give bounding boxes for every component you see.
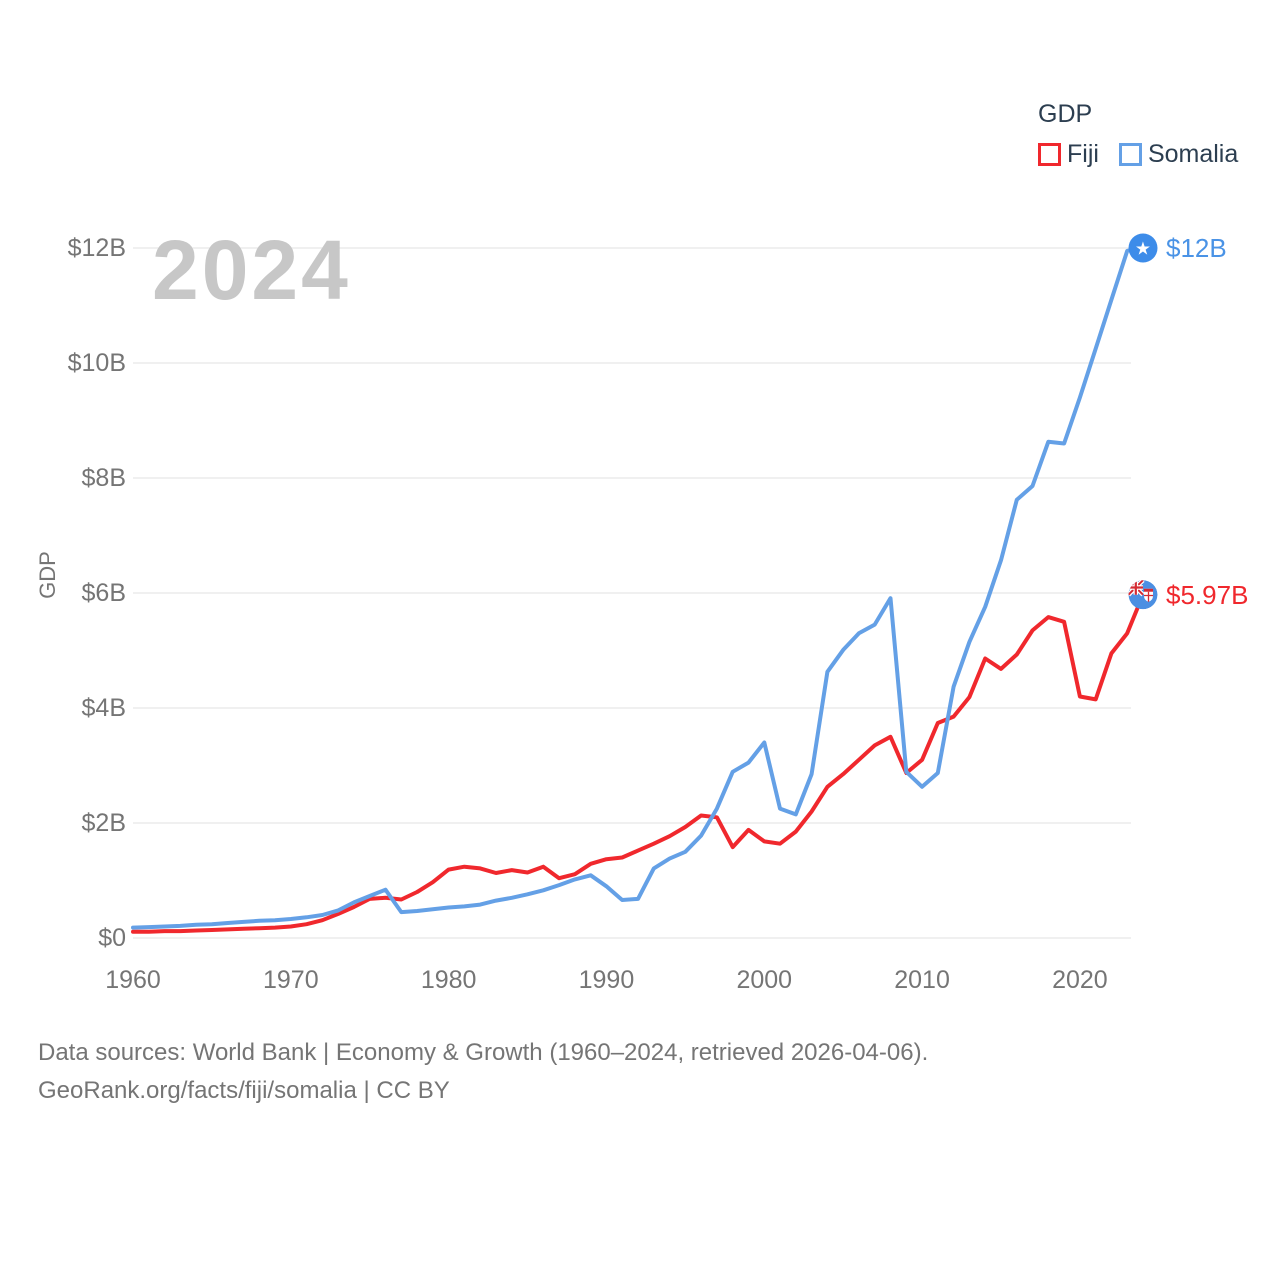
legend-item-somalia[interactable]: Somalia — [1118, 140, 1239, 169]
legend-label-somalia: Somalia — [1147, 140, 1239, 168]
x-tick-label: 2010 — [894, 966, 950, 994]
year-watermark: 2024 — [152, 223, 351, 317]
x-tick-label: 2000 — [736, 966, 793, 994]
footer-data-sources: Data sources: World Bank | Economy & Gro… — [38, 1039, 929, 1066]
legend: GDP Fiji Somalia — [1038, 100, 1238, 169]
fiji-flag-marker-icon — [1128, 580, 1158, 610]
legend-title: GDP — [1038, 100, 1093, 128]
y-tick-label: $12B — [67, 234, 126, 262]
legend-label-fiji: Fiji — [1067, 140, 1099, 168]
somalia-gdp-line — [131, 246, 1145, 930]
y-tick-label: $4B — [81, 694, 126, 722]
x-tick-label: 2020 — [1052, 966, 1108, 994]
fiji-end-value-label: $5.97B — [1166, 579, 1249, 610]
legend-items: Fiji Somalia — [1038, 140, 1238, 169]
y-tick-label: $6B — [81, 579, 126, 607]
x-tick-label: 1960 — [105, 966, 161, 994]
fiji-gdp-line — [131, 592, 1145, 934]
footer-attribution-link: GeoRank.org/facts/fiji/somalia | CC BY — [38, 1077, 450, 1104]
somalia-end-value-label: $12B — [1166, 233, 1227, 263]
footer: Data sources: World Bank | Economy & Gro… — [38, 1034, 928, 1110]
legend-item-fiji[interactable]: Fiji — [1038, 140, 1099, 169]
y-tick-label: $10B — [67, 349, 126, 377]
x-tick-label: 1980 — [420, 966, 477, 994]
x-tick-label: 1970 — [263, 966, 319, 994]
y-tick-label: $8B — [81, 464, 126, 492]
somalia-swatch-icon — [1118, 143, 1142, 166]
white-star-icon: ★ — [1135, 239, 1151, 260]
fiji-swatch-icon — [1038, 143, 1061, 166]
y-tick-label: $0 — [98, 924, 126, 952]
y-tick-label: $2B — [81, 809, 126, 837]
somalia-flag-marker-icon — [1128, 233, 1158, 263]
x-tick-label: 1990 — [578, 966, 635, 994]
